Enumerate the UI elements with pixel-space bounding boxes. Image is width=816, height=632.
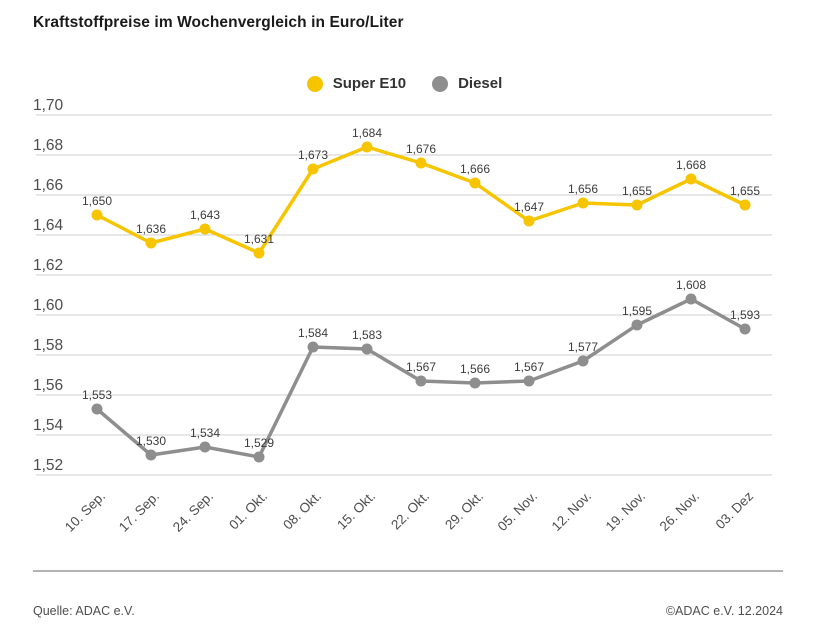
x-tick-label: 03. Dez: [713, 488, 757, 532]
copyright-text: ©ADAC e.V. 12.2024: [665, 604, 783, 618]
data-point: [253, 247, 265, 259]
data-point: [145, 449, 157, 461]
legend-item-super-e10: Super E10: [306, 75, 407, 92]
x-tick-label: 05. Nov.: [495, 489, 540, 534]
data-point: [199, 441, 211, 453]
data-point: [685, 173, 697, 185]
y-tick-label: 1,66: [33, 177, 63, 194]
data-point-label: 1,567: [514, 360, 544, 374]
data-point: [361, 343, 373, 355]
x-tick-label: 24. Sep.: [170, 489, 216, 535]
data-point-label: 1,595: [622, 304, 652, 318]
data-point-label: 1,647: [514, 200, 544, 214]
data-point: [469, 377, 481, 389]
y-tick-label: 1,70: [33, 97, 64, 114]
data-point: [307, 163, 319, 175]
footer: Quelle: ADAC e.V. ©ADAC e.V. 12.2024: [33, 604, 783, 618]
x-tick-label: 12. Nov.: [549, 489, 594, 534]
data-point-label: 1,643: [190, 208, 220, 222]
source-text: Quelle: ADAC e.V.: [33, 604, 135, 618]
data-point-label: 1,567: [406, 360, 436, 374]
data-point-label: 1,655: [730, 184, 760, 198]
data-point: [91, 209, 103, 221]
x-tick-label: 22. Okt.: [388, 489, 432, 533]
x-tick-label: 08. Okt.: [280, 489, 324, 533]
data-point: [361, 141, 373, 153]
data-point: [739, 323, 751, 335]
diesel-dot-icon: [432, 75, 449, 92]
data-point: [685, 293, 697, 305]
y-tick-label: 1,56: [33, 377, 63, 394]
chart-legend: Super E10 Diesel: [36, 75, 773, 92]
chart-title: Kraftstoffpreise im Wochenvergleich in E…: [33, 14, 404, 31]
data-point-label: 1,534: [190, 426, 220, 440]
data-point-label: 1,553: [82, 388, 112, 402]
data-point: [199, 223, 211, 235]
data-point: [307, 341, 319, 353]
data-point-label: 1,668: [676, 158, 706, 172]
footer-separator: [33, 570, 783, 572]
data-point-label: 1,684: [352, 126, 382, 140]
data-point: [631, 199, 643, 211]
data-point: [523, 375, 535, 387]
data-point: [145, 237, 157, 249]
data-point-label: 1,673: [298, 148, 328, 162]
data-point: [577, 355, 589, 367]
y-tick-label: 1,64: [33, 217, 64, 234]
x-tick-label: 10. Sep.: [62, 489, 108, 535]
data-point-label: 1,666: [460, 162, 490, 176]
data-point-label: 1,608: [676, 278, 706, 292]
x-tick-label: 26. Nov.: [657, 489, 702, 534]
y-tick-label: 1,52: [33, 457, 63, 474]
data-point-label: 1,593: [730, 308, 760, 322]
data-point-label: 1,584: [298, 326, 328, 340]
data-point: [91, 403, 103, 415]
legend-label-super-e10: Super E10: [332, 75, 407, 92]
data-point: [577, 197, 589, 209]
data-point-label: 1,631: [244, 232, 274, 246]
y-tick-label: 1,60: [33, 297, 64, 314]
data-point-label: 1,676: [406, 142, 436, 156]
data-point: [523, 215, 535, 227]
data-point-label: 1,656: [568, 182, 598, 196]
y-tick-label: 1,54: [33, 417, 64, 434]
data-point-label: 1,583: [352, 328, 382, 342]
data-point-label: 1,650: [82, 194, 112, 208]
y-tick-label: 1,62: [33, 257, 63, 274]
data-point: [415, 157, 427, 169]
x-tick-label: 15. Okt.: [334, 489, 378, 533]
data-point-label: 1,636: [136, 222, 166, 236]
x-tick-label: 29. Okt.: [442, 489, 486, 533]
data-point-label: 1,529: [244, 436, 274, 450]
x-tick-label: 19. Nov.: [603, 489, 648, 534]
data-point: [739, 199, 751, 211]
data-point: [253, 451, 265, 463]
data-point: [469, 177, 481, 189]
data-point-label: 1,577: [568, 340, 598, 354]
legend-item-diesel: Diesel: [432, 75, 502, 92]
data-point: [415, 375, 427, 387]
data-point-label: 1,566: [460, 362, 490, 376]
data-point-label: 1,530: [136, 434, 166, 448]
super-e10-dot-icon: [306, 75, 323, 92]
x-tick-label: 17. Sep.: [116, 489, 162, 535]
x-tick-label: 01. Okt.: [226, 489, 270, 533]
data-point-label: 1,655: [622, 184, 652, 198]
y-tick-label: 1,58: [33, 337, 63, 354]
data-point: [631, 319, 643, 331]
legend-label-diesel: Diesel: [458, 75, 503, 92]
y-tick-label: 1,68: [33, 137, 63, 154]
